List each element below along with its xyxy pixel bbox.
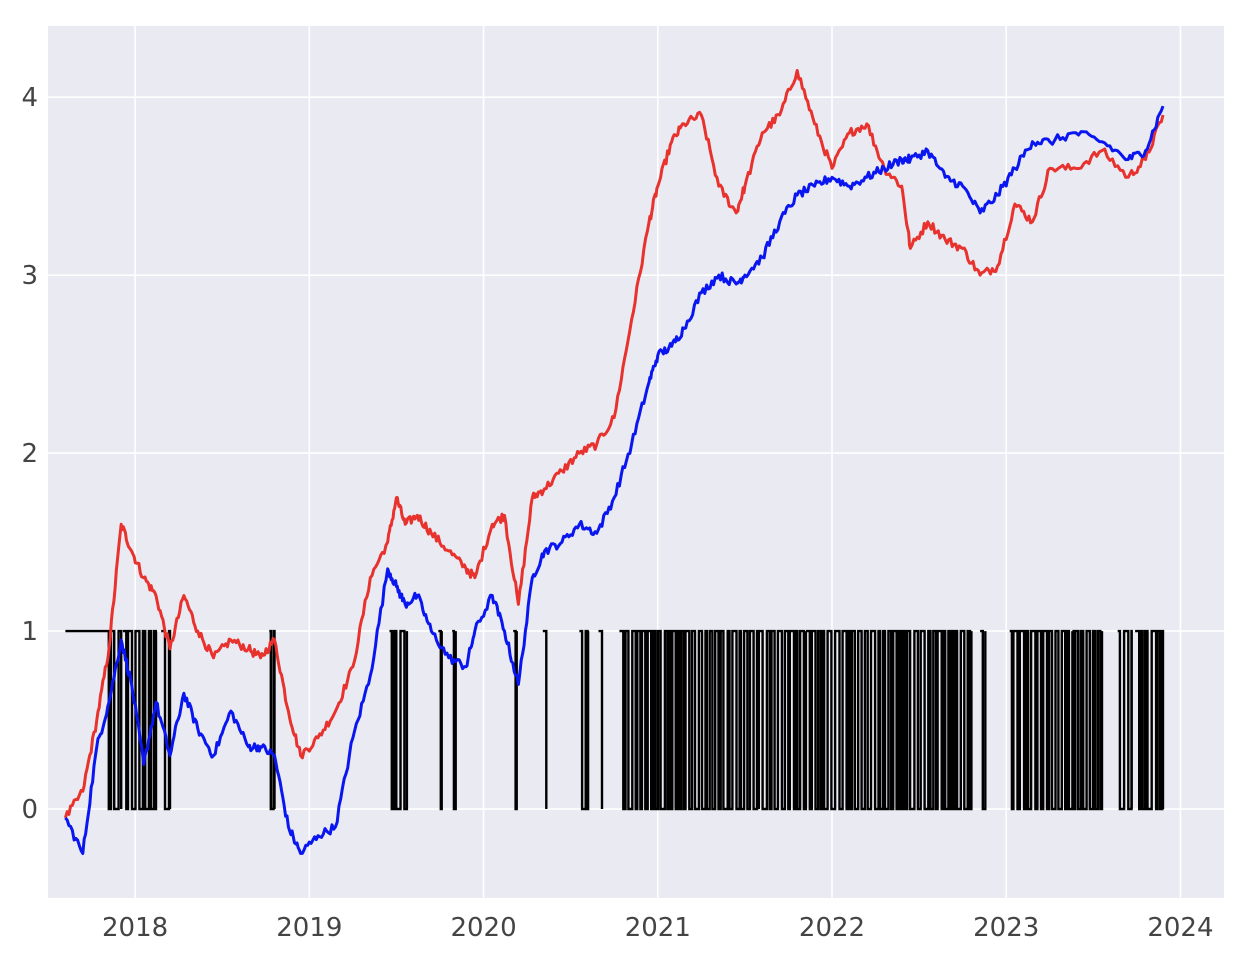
grid [48, 26, 1224, 898]
series-lines [63, 69, 1165, 855]
x-tick-label: 2019 [276, 913, 342, 943]
x-tick-label: 2021 [625, 913, 691, 943]
x-tick-label: 2020 [450, 913, 516, 943]
x-tick-label: 2023 [973, 913, 1039, 943]
series-line-1 [64, 105, 1165, 855]
y-tick-label: 4 [21, 83, 38, 113]
y-tick-label: 2 [21, 439, 38, 469]
x-tick-label: 2022 [799, 913, 865, 943]
y-tick-label: 1 [21, 617, 38, 647]
y-axis-ticks: 0 1 2 3 4 [21, 83, 38, 825]
signal-series [65, 629, 1165, 811]
y-tick-label: 0 [21, 795, 38, 825]
x-axis-ticks: 2018 2019 2020 2021 2022 2023 2024 [102, 913, 1214, 943]
signal-line [65, 629, 1165, 811]
x-tick-label: 2024 [1147, 913, 1213, 943]
y-tick-label: 3 [21, 261, 38, 291]
x-tick-label: 2018 [102, 913, 168, 943]
series-line-0 [63, 69, 1165, 819]
